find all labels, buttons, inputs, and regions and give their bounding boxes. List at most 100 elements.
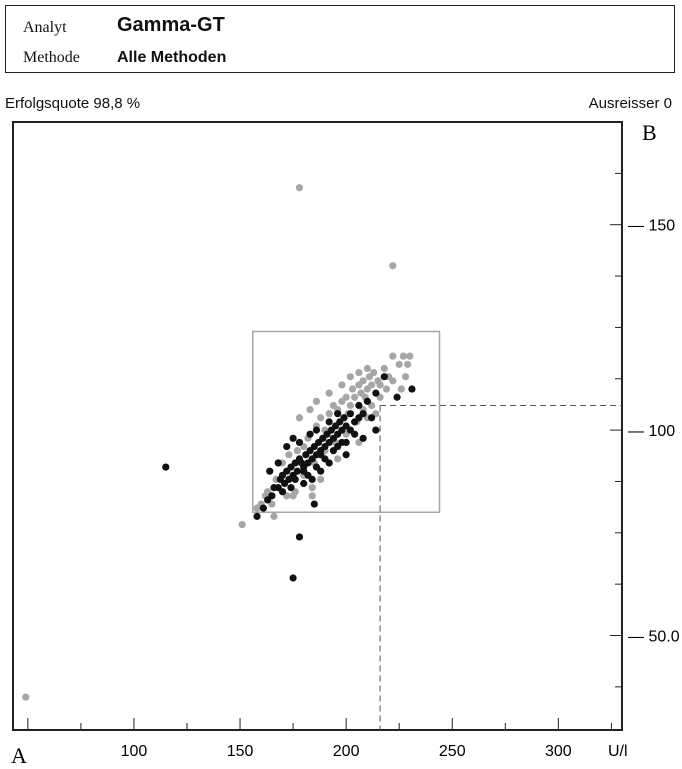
x-tick-label: 300 xyxy=(545,743,572,760)
data-point-light xyxy=(238,520,246,529)
data-point-dark xyxy=(342,451,350,459)
data-point-light xyxy=(382,385,391,393)
x-axis-label: A xyxy=(11,743,27,768)
data-point-light xyxy=(351,393,359,401)
data-point-dark xyxy=(274,459,282,467)
data-point-dark xyxy=(304,471,312,479)
analyt-label: Analyt xyxy=(23,19,67,36)
x-axis-ticks: 100 150 200 250 300 xyxy=(27,718,612,760)
data-point-light xyxy=(404,360,412,368)
data-point-light xyxy=(325,389,333,397)
data-point-dark xyxy=(408,385,416,393)
data-point-dark xyxy=(393,393,401,401)
data-point-light xyxy=(334,455,342,463)
data-point-dark xyxy=(372,426,380,434)
y-tick-label: — 100 xyxy=(628,423,675,440)
x-tick-label: 200 xyxy=(333,743,360,760)
data-point-dark xyxy=(317,451,325,459)
y-axis-ticks: — 50.0 — 100 — 150 xyxy=(610,121,680,688)
target-box xyxy=(252,330,441,514)
data-point-dark xyxy=(283,442,291,451)
data-point-light xyxy=(395,360,403,368)
data-point-light xyxy=(253,504,261,512)
data-point-light xyxy=(401,373,410,381)
data-point-light xyxy=(399,352,408,360)
data-point-dark xyxy=(300,479,308,488)
data-point-light xyxy=(355,368,363,377)
data-point-dark xyxy=(289,434,297,442)
x-tick-label: 250 xyxy=(439,743,466,760)
y-tick-label: — 50.0 xyxy=(628,629,680,646)
data-point-light xyxy=(285,451,293,459)
y-tick-label: — 150 xyxy=(628,218,675,235)
analyt-value: Gamma-GT xyxy=(117,14,225,36)
data-point-light xyxy=(308,484,316,492)
data-point-light xyxy=(346,401,354,410)
data-points xyxy=(22,184,416,701)
data-point-light xyxy=(325,410,333,418)
data-point-dark xyxy=(310,500,318,508)
methode-label: Methode xyxy=(23,49,80,66)
unit-label: U/l xyxy=(608,743,628,760)
data-point-light xyxy=(346,373,354,381)
x-tick-label: 100 xyxy=(121,743,148,760)
header-box: Analyt Gamma-GT Methode Alle Methoden xyxy=(5,5,675,73)
outlier-count: Ausreisser 0 xyxy=(588,95,672,112)
data-point-light xyxy=(306,405,314,414)
data-point-dark xyxy=(278,488,287,496)
plot-frame xyxy=(12,121,623,731)
data-point-light xyxy=(308,492,316,500)
success-rate: Erfolgsquote 98,8 % xyxy=(5,95,141,112)
data-point-light xyxy=(293,447,301,455)
data-point-light xyxy=(380,364,388,373)
data-point-dark xyxy=(334,410,342,418)
data-point-dark xyxy=(253,512,261,520)
data-point-dark xyxy=(306,430,314,438)
data-point-dark xyxy=(293,467,301,475)
data-point-light xyxy=(370,368,378,377)
data-point-dark xyxy=(266,467,274,475)
data-point-dark xyxy=(346,410,354,418)
data-point-dark xyxy=(287,484,295,492)
data-point-light xyxy=(348,385,357,393)
data-point-light xyxy=(317,414,325,422)
data-point-light xyxy=(368,381,376,389)
data-point-light xyxy=(317,475,325,484)
data-point-light xyxy=(342,393,350,401)
data-point-dark xyxy=(325,418,333,426)
data-point-light xyxy=(406,352,414,360)
data-point-dark xyxy=(355,401,363,410)
y-axis-label: B xyxy=(642,120,657,145)
data-point-light xyxy=(312,397,321,405)
data-point-dark xyxy=(346,426,354,434)
data-point-dark xyxy=(340,414,348,422)
data-point-dark xyxy=(312,426,321,434)
data-point-dark xyxy=(289,574,297,582)
data-point-dark xyxy=(368,414,376,422)
data-point-light xyxy=(389,262,397,270)
data-point-dark xyxy=(359,434,367,442)
data-point-dark xyxy=(355,414,363,422)
data-point-dark xyxy=(363,397,371,405)
data-point-light xyxy=(359,377,367,385)
x-tick-label: 150 xyxy=(227,743,254,760)
data-point-light xyxy=(338,381,346,389)
data-point-dark xyxy=(162,463,170,471)
data-point-light xyxy=(389,377,397,385)
data-point-light xyxy=(295,414,304,422)
data-point-light xyxy=(22,693,30,701)
data-point-dark xyxy=(295,438,304,447)
data-point-dark xyxy=(334,442,342,451)
data-point-dark xyxy=(295,533,304,541)
data-point-dark xyxy=(312,463,321,471)
data-point-light xyxy=(397,385,405,393)
data-point-light xyxy=(363,364,371,373)
data-point-dark xyxy=(372,389,380,397)
methode-value: Alle Methoden xyxy=(117,49,227,66)
data-point-dark xyxy=(268,492,276,500)
data-point-light xyxy=(376,381,384,389)
data-point-dark xyxy=(291,475,299,484)
data-point-dark xyxy=(259,504,267,512)
data-point-dark xyxy=(380,373,388,381)
